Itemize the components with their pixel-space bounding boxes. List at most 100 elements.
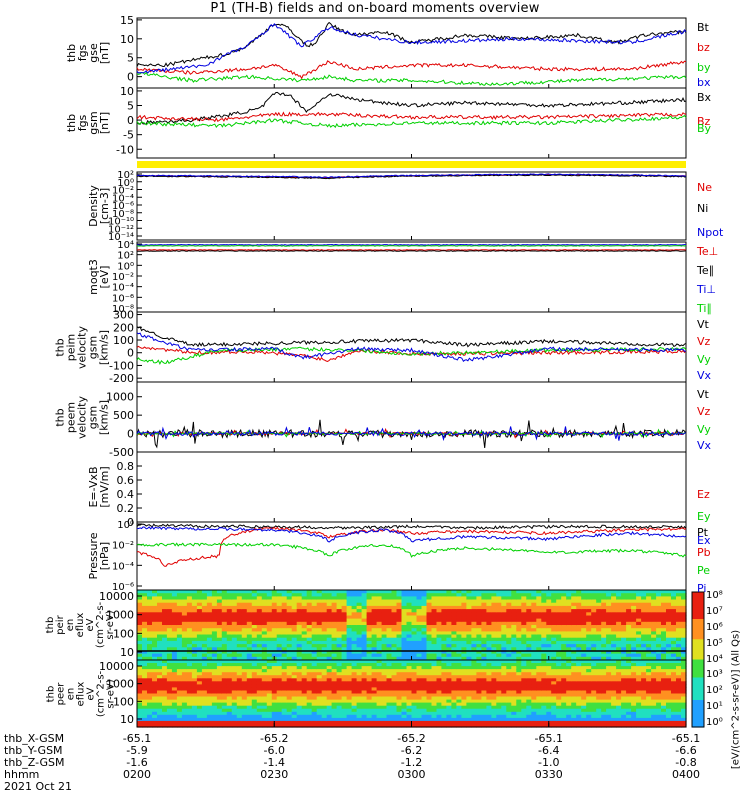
series-line [136, 71, 687, 86]
series-line [136, 526, 687, 543]
y-axis-title-line: [eV] [97, 265, 111, 289]
y-tick-label: 10 [120, 646, 134, 659]
y-tick-label: 10⁻⁶ [112, 201, 134, 212]
legend-entry: Te∥ [697, 264, 715, 277]
ion-spectrogram [137, 590, 687, 661]
legend-entry: Bx [697, 91, 712, 104]
y-axis-title-line: gse [86, 43, 100, 63]
y-tick-label: 1000 [106, 678, 134, 691]
y-tick-label: 10 [120, 713, 134, 726]
y-axis-title: thb fgs gse [nT] [65, 18, 111, 88]
y-axis-title: thb peir en eflux eV (cm^2-s-sr-eV) [45, 590, 116, 660]
legend-entry: By [697, 122, 712, 135]
series-line [136, 326, 687, 348]
colorbar-frame [691, 591, 705, 728]
status-bar [137, 161, 686, 168]
y-axis-title-line: (cm^2-s- [95, 670, 106, 717]
x-tick-label: 0330 [534, 768, 563, 781]
y-tick-label: -200 [109, 372, 134, 385]
y-tick-label: 10 [120, 33, 134, 46]
legend-entry: Vz [697, 335, 711, 348]
colorbar-tick-label: 10³ [706, 669, 723, 681]
y-tick-label: 10⁻² [112, 186, 134, 197]
y-tick-label: 10⁰ [117, 261, 134, 272]
y-tick-label: 0 [127, 71, 134, 84]
y-tick-label: 0 [127, 347, 134, 360]
legend-entry: Vy [697, 423, 711, 436]
y-tick-label: 10⁻⁶ [112, 582, 134, 593]
y-tick-label: 1000 [106, 609, 134, 622]
y-tick-label: 100 [113, 695, 134, 708]
y-tick-label: 10⁻¹⁰ [108, 217, 134, 228]
legend-entry: Npot [697, 226, 724, 239]
y-tick-label: -100 [109, 359, 134, 372]
x-tick-label: -0.8 [675, 756, 697, 769]
x-tick-label: -5.9 [126, 744, 148, 757]
legend-entry: Ne [697, 181, 712, 194]
series-line [136, 542, 687, 558]
y-axis-title: moqt3 [eV] [87, 242, 111, 312]
y-axis-title-line: eflux [75, 681, 86, 706]
y-tick-label: 10000 [99, 660, 134, 673]
y-axis-title-line: fgs [75, 44, 89, 62]
y-axis-title-line: en [65, 687, 76, 700]
panel-frame [136, 381, 687, 453]
x-tick-label: -65.2 [397, 732, 426, 745]
colorbar-tick-label: 10¹ [706, 701, 723, 713]
y-axis-title-line: fgs [75, 114, 89, 132]
y-tick-label: 10⁴ [117, 240, 134, 251]
x-tick-label: 0400 [672, 768, 700, 781]
series-line [136, 173, 686, 179]
y-tick-label: 300 [113, 309, 134, 322]
y-tick-label: -5 [123, 129, 134, 142]
x-tick-label: -65.1 [122, 732, 152, 745]
colorbar-tick-label: 10⁸ [706, 590, 723, 601]
x-tick-label: -1.2 [400, 756, 423, 769]
legend-entry: Vx [697, 439, 712, 452]
x-tick-label: -1.4 [263, 756, 285, 769]
colorbar-tick-label: 10⁶ [706, 621, 723, 633]
x-row-label: thb_Z-GSM [4, 756, 65, 769]
x-tick-label: -1.6 [126, 756, 148, 769]
y-axis-title-line: gsm [86, 111, 100, 135]
x-row-label: 2021 Oct 21 [4, 780, 73, 793]
y-axis-title-line: [nPa] [97, 541, 111, 571]
x-tick-label: -6.2 [400, 744, 423, 757]
legend-entry: Pt [697, 526, 708, 539]
legend-entry: Vx [697, 369, 712, 382]
series-line [136, 174, 687, 180]
y-axis-title: thb peim velocity gsm [km/s] [54, 312, 111, 382]
series-line [136, 115, 687, 129]
y-tick-label: 10 [120, 85, 134, 98]
y-tick-label: 10⁻⁴ [112, 283, 134, 294]
y-axis-title-line: sr-eV) [105, 678, 116, 709]
y-tick-label: 100 [113, 334, 134, 347]
y-axis-title-line: sr-eV) [105, 610, 116, 640]
y-tick-label: -500 [109, 446, 134, 459]
y-tick-label: 0.6 [117, 474, 135, 487]
legend-entry: Vt [697, 318, 709, 331]
colorbar-tick-label: 10⁵ [706, 637, 723, 649]
y-axis-title: Pressure [nPa] [87, 522, 111, 590]
y-tick-label: 10⁻⁶ [112, 293, 134, 304]
legend-entry: Ti⊥ [697, 283, 717, 296]
y-tick-label: 0.4 [117, 488, 135, 501]
y-tick-label: 10⁰ [117, 178, 134, 189]
y-axis-title-line: peer [55, 682, 66, 705]
y-tick-label: 0 [127, 516, 134, 529]
legend-entry: Vy [697, 353, 711, 366]
y-axis-title-line: [mV/m] [97, 466, 111, 508]
y-tick-label: 0 [127, 114, 134, 127]
y-tick-label: 10000 [99, 590, 134, 603]
y-tick-label: 0.2 [117, 502, 135, 515]
y-axis-title-line: eV [85, 687, 96, 700]
chart-title: P1 (TH-B) fields and on-board moments ov… [210, 1, 540, 16]
y-axis-title-line: [km/s] [97, 329, 111, 365]
series-line [136, 426, 687, 442]
y-tick-label: 10⁻⁸ [112, 209, 134, 220]
y-tick-label: 10⁻² [112, 541, 134, 552]
x-tick-label: -6.0 [263, 744, 285, 757]
legend-entry: Pb [697, 546, 711, 559]
x-row-label: thb_X-GSM [4, 732, 65, 745]
panel-frame [136, 241, 687, 313]
